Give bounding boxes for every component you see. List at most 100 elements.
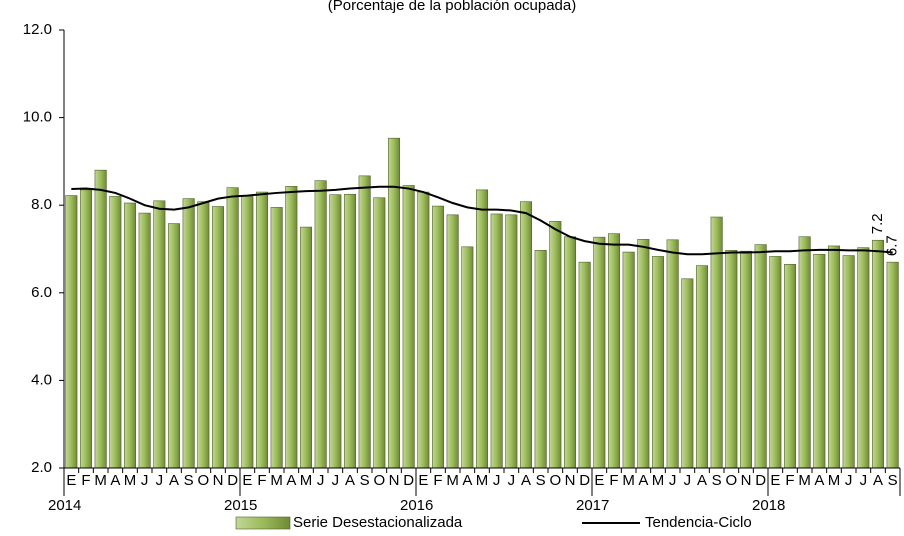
x-tick-label: A xyxy=(462,472,472,489)
bar xyxy=(754,244,767,469)
data-label: 7.2 xyxy=(869,213,886,234)
x-tick-label: M xyxy=(798,472,811,489)
x-tick-label: M xyxy=(622,472,635,489)
x-tick-label: D xyxy=(755,472,766,489)
x-tick-label: J xyxy=(332,472,340,489)
bar xyxy=(651,256,665,469)
x-tick-label: M xyxy=(828,472,841,489)
bar xyxy=(65,195,78,469)
x-tick-label: A xyxy=(814,472,824,489)
bar xyxy=(329,194,342,469)
x-tick-label: S xyxy=(184,472,194,489)
bar xyxy=(519,201,533,469)
x-tick-label: M xyxy=(270,472,283,489)
y-tick-label: 10.0 xyxy=(23,109,52,126)
bar xyxy=(358,175,371,469)
x-tick-label: D xyxy=(403,472,414,489)
chart-subtitle: (Porcentaje de la población ocupada) xyxy=(328,0,577,14)
x-tick-label: M xyxy=(300,472,313,489)
bar xyxy=(123,202,137,469)
x-tick-label: A xyxy=(345,472,355,489)
bar xyxy=(211,206,225,469)
bar xyxy=(681,278,694,469)
x-tick-label: J xyxy=(684,472,692,489)
x-tick-label: O xyxy=(197,472,209,489)
x-tick-label: M xyxy=(446,472,459,489)
x-tick-label: E xyxy=(418,472,428,489)
bar xyxy=(827,245,841,469)
y-tick-label: 4.0 xyxy=(31,371,52,388)
bar xyxy=(783,264,797,469)
bar xyxy=(109,196,122,469)
x-tick-label: J xyxy=(508,472,516,489)
x-tick-label: J xyxy=(156,472,164,489)
x-tick-label: A xyxy=(697,472,707,489)
x-tick-label: O xyxy=(373,472,385,489)
x-tick-label: N xyxy=(213,472,224,489)
bar xyxy=(226,187,239,469)
x-tick-label: O xyxy=(725,472,737,489)
year-label: 2014 xyxy=(48,497,81,514)
bar xyxy=(695,265,709,469)
x-tick-label: A xyxy=(169,472,179,489)
bar xyxy=(563,236,577,469)
bar xyxy=(607,233,621,469)
legend-swatch xyxy=(235,516,291,530)
x-tick-label: O xyxy=(549,472,561,489)
bar xyxy=(857,247,870,469)
x-tick-label: J xyxy=(669,472,677,489)
bar xyxy=(79,189,93,469)
bar xyxy=(886,261,899,469)
y-tick-label: 12.0 xyxy=(23,21,52,38)
x-tick-label: F xyxy=(81,472,90,489)
bar xyxy=(299,226,313,469)
bar xyxy=(182,198,195,469)
bar xyxy=(769,256,782,469)
bar xyxy=(710,216,723,469)
x-tick-label: A xyxy=(638,472,648,489)
legend-label: Tendencia-Ciclo xyxy=(645,514,752,531)
x-tick-label: S xyxy=(360,472,370,489)
y-tick-label: 8.0 xyxy=(31,196,52,213)
bar xyxy=(534,250,547,469)
x-tick-label: F xyxy=(609,472,618,489)
bar xyxy=(622,251,635,469)
x-tick-label: A xyxy=(110,472,120,489)
x-tick-label: M xyxy=(124,472,137,489)
bar xyxy=(285,186,298,469)
bar xyxy=(241,196,254,469)
bar xyxy=(255,191,269,469)
bar xyxy=(402,185,415,469)
x-tick-label: J xyxy=(860,472,868,489)
x-tick-label: J xyxy=(141,472,149,489)
bar xyxy=(739,250,753,469)
bar xyxy=(725,250,738,469)
bar xyxy=(94,169,107,469)
x-tick-label: A xyxy=(521,472,531,489)
x-tick-label: J xyxy=(845,472,853,489)
trend-line xyxy=(71,185,893,256)
bar xyxy=(138,212,151,469)
year-label: 2016 xyxy=(400,497,433,514)
x-tick-label: M xyxy=(652,472,665,489)
x-tick-label: E xyxy=(594,472,604,489)
y-tick-label: 6.0 xyxy=(31,284,52,301)
bar xyxy=(475,189,489,469)
bar xyxy=(314,180,327,469)
x-tick-label: A xyxy=(873,472,883,489)
x-tick-label: E xyxy=(242,472,252,489)
x-tick-label: E xyxy=(66,472,76,489)
x-tick-label: F xyxy=(785,472,794,489)
x-tick-label: M xyxy=(476,472,489,489)
year-label: 2017 xyxy=(576,497,609,514)
x-tick-label: D xyxy=(579,472,590,489)
x-tick-label: J xyxy=(317,472,325,489)
bar xyxy=(593,236,606,469)
bar xyxy=(871,239,885,469)
bar xyxy=(431,205,445,469)
bar xyxy=(461,246,474,469)
year-label: 2018 xyxy=(752,497,785,514)
bar xyxy=(197,201,210,469)
bar xyxy=(167,223,181,469)
